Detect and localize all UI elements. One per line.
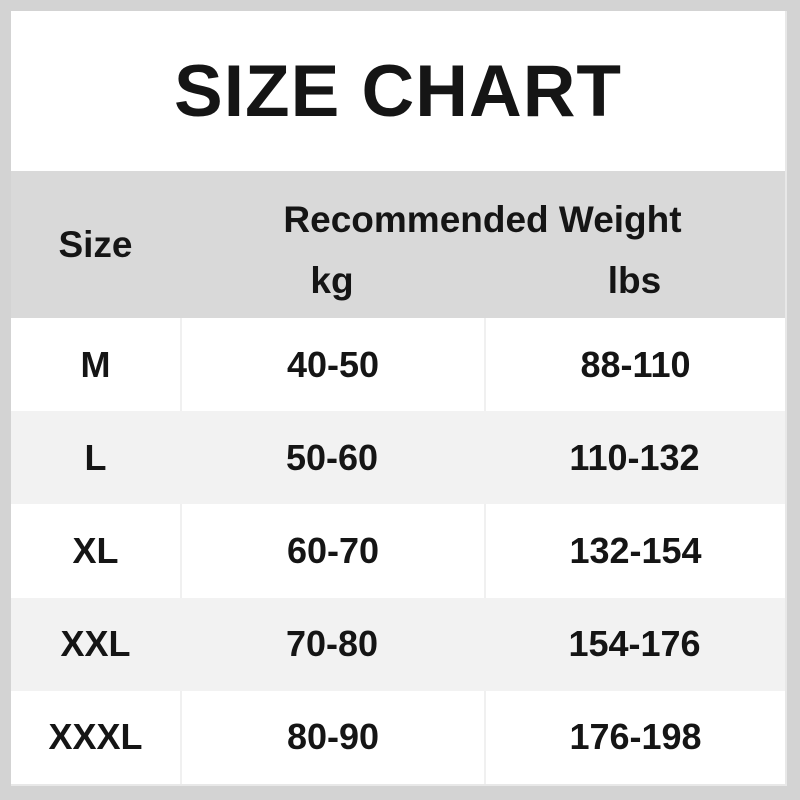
cell-size: L xyxy=(84,436,107,478)
cell-size: XL xyxy=(72,530,119,571)
cell-kg: 70-80 xyxy=(285,623,379,665)
cell-kg: 60-70 xyxy=(180,504,484,598)
table-row: M 40-50 88-110 xyxy=(11,318,785,412)
cell-kg: 80-90 xyxy=(180,690,484,785)
column-header-lbs: lbs xyxy=(607,259,662,301)
cell-lbs: 88-110 xyxy=(484,318,785,412)
table-row: XL 60-70 132-154 xyxy=(11,504,785,598)
column-header-kg: kg xyxy=(310,259,354,301)
cell-kg: 50-60 xyxy=(285,436,379,478)
cell-lbs: 132-154 xyxy=(484,504,785,598)
table-body: M 40-50 88-110 L 50-60 110-132 XL 60-70 … xyxy=(11,318,785,785)
cell-kg: 40-50 xyxy=(180,318,484,412)
cell-size: XXL xyxy=(60,623,131,665)
page-title: SIZE CHART xyxy=(174,50,622,132)
cell-lbs: 154-176 xyxy=(568,623,701,665)
table-row: XXL 70-80 154-176 xyxy=(11,597,785,691)
cell-lbs: 176-198 xyxy=(484,690,785,785)
table-header: Size Recommended Weight kg lbs xyxy=(11,171,785,318)
size-chart-card: SIZE CHART Size Recommended Weight kg lb… xyxy=(11,11,787,786)
cell-size: XXXL xyxy=(48,716,143,758)
table-row: XXXL 80-90 176-198 xyxy=(11,690,785,785)
title-band: SIZE CHART xyxy=(11,11,785,171)
column-header-size: Size xyxy=(58,223,133,265)
column-group-header: Recommended Weight xyxy=(283,199,682,240)
cell-lbs: 110-132 xyxy=(569,436,700,478)
cell-size: M xyxy=(80,343,111,385)
table-row: L 50-60 110-132 xyxy=(11,411,785,505)
